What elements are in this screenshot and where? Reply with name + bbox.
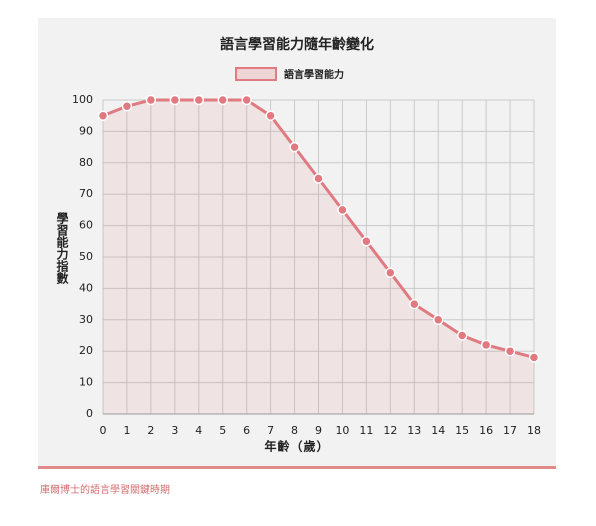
y-tick-label: 20 <box>79 344 93 357</box>
point <box>385 267 396 278</box>
x-tick-label: 7 <box>267 424 274 437</box>
y-tick-label: 0 <box>86 407 93 420</box>
y-tick-label: 90 <box>79 124 93 137</box>
divider <box>38 466 556 469</box>
point <box>504 345 516 357</box>
y-tick-label: 40 <box>79 281 93 294</box>
y-tick-label: 100 <box>72 93 93 106</box>
point <box>121 101 133 112</box>
x-tick-label: 6 <box>243 424 250 437</box>
point <box>97 110 109 121</box>
point <box>480 339 492 351</box>
point <box>361 236 372 247</box>
y-axis-label: 學習能力指數 <box>55 211 69 285</box>
point <box>409 298 420 310</box>
x-tick-label: 13 <box>407 424 421 437</box>
y-tick-label: 30 <box>79 313 93 326</box>
point <box>145 94 157 106</box>
y-tick-label: 60 <box>79 219 93 232</box>
x-tick-label: 16 <box>479 424 493 437</box>
legend-swatch <box>235 67 277 81</box>
area <box>103 100 534 414</box>
x-tick-label: 5 <box>219 424 226 437</box>
x-tick-label: 0 <box>100 424 107 437</box>
y-tick-label: 50 <box>79 250 93 263</box>
point <box>217 94 228 106</box>
x-tick-label: 2 <box>147 424 154 437</box>
x-tick-label: 15 <box>455 424 469 437</box>
x-tick-label: 10 <box>335 424 349 437</box>
x-tick-label: 18 <box>527 424 541 437</box>
x-tick-label: 1 <box>123 424 130 437</box>
point <box>289 141 300 153</box>
y-tick-label: 10 <box>79 376 93 389</box>
point <box>337 204 348 216</box>
x-tick-label: 14 <box>431 424 445 437</box>
x-tick-label: 8 <box>291 424 298 437</box>
legend-label: 語言學習能力 <box>284 68 344 81</box>
x-tick-label: 3 <box>171 424 178 437</box>
point <box>193 94 205 106</box>
point <box>241 94 252 106</box>
x-tick-label: 11 <box>359 424 373 437</box>
source-note: 庫爾博士的語言學習關鍵時期 <box>40 483 170 496</box>
point <box>456 330 468 341</box>
y-tick-label: 80 <box>79 156 93 169</box>
chart-title: 語言學習能力隨年齡變化 <box>220 36 374 53</box>
point <box>528 352 540 363</box>
x-tick-label: 12 <box>383 424 397 437</box>
x-tick-label: 4 <box>195 424 202 437</box>
x-tick-label: 17 <box>503 424 517 437</box>
x-tick-label: 9 <box>315 424 322 437</box>
point <box>313 173 324 184</box>
point <box>432 314 444 326</box>
y-tick-label: 70 <box>79 187 93 200</box>
chart-background <box>38 18 556 466</box>
point <box>265 110 276 121</box>
point <box>169 94 181 106</box>
x-axis-label: 年齡（歲） <box>264 439 329 454</box>
